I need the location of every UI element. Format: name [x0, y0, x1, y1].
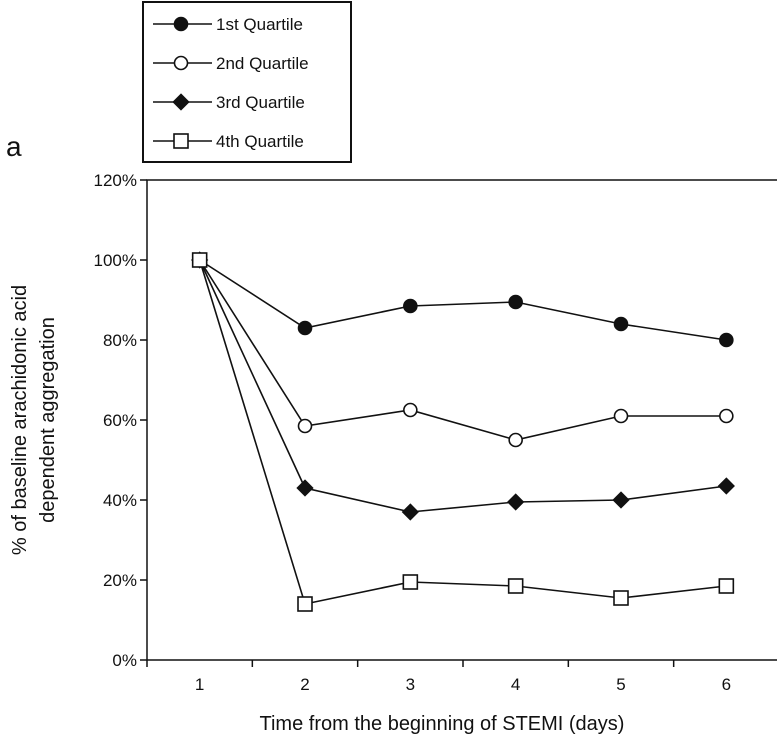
data-point	[613, 590, 629, 606]
y-tick-label: 120%	[94, 171, 137, 190]
y-tick-label: 40%	[103, 491, 137, 510]
data-point	[401, 503, 419, 521]
y-axis-label-line-2: dependent aggregation	[37, 317, 59, 523]
series-4	[191, 252, 735, 612]
series-line	[198, 259, 727, 605]
x-tick-label: 6	[722, 675, 731, 694]
legend-marker	[172, 93, 190, 111]
legend: 1st Quartile 2nd Quartile 3rd Quartile 4th …	[142, 1, 352, 163]
series-line	[198, 259, 727, 513]
data-point	[402, 574, 419, 590]
series-layer	[191, 251, 735, 612]
data-point	[403, 402, 418, 418]
y-axis-label-line-1: % of baseline arachidonic acid	[9, 285, 31, 555]
x-tick-label: 1	[195, 675, 204, 694]
series-2	[192, 252, 734, 448]
series-1	[192, 252, 734, 348]
x-axis-label: Time from the beginning of STEMI (days)	[260, 713, 625, 735]
legend-label: 1st Quartile	[216, 15, 303, 34]
y-tick-label: 80%	[103, 331, 137, 350]
series-line	[198, 259, 727, 441]
y-tick-label: 0%	[112, 651, 137, 670]
legend-item-3: 3rd Quartile	[153, 93, 305, 112]
data-point	[718, 578, 735, 594]
legend-label: 2nd Quartile	[216, 54, 309, 73]
legend-marker	[173, 55, 189, 71]
y-tick-label: 100%	[94, 251, 137, 270]
x-tick-label: 3	[406, 675, 415, 694]
data-point	[403, 298, 418, 314]
data-point	[613, 316, 629, 332]
legend-marker	[173, 16, 189, 32]
data-point	[613, 408, 629, 424]
panel-label: a	[6, 131, 22, 162]
series-line	[199, 259, 727, 341]
data-point	[612, 491, 630, 509]
x-tick-label: 2	[300, 675, 309, 694]
y-tick-label: 60%	[103, 411, 137, 430]
series-3	[191, 251, 735, 521]
legend-item-2: 2nd Quartile	[153, 54, 309, 73]
data-point	[507, 493, 525, 511]
x-tick-label: 4	[511, 675, 520, 694]
data-point	[717, 477, 735, 495]
data-point	[507, 578, 524, 594]
y-tick-label: 20%	[103, 571, 137, 590]
legend-label: 3rd Quartile	[216, 93, 305, 112]
x-axis: 1 2 3 4 5 6	[146, 660, 731, 694]
data-point	[508, 432, 523, 448]
data-point	[508, 294, 523, 310]
data-point	[297, 418, 313, 434]
legend-label: 4th Quartile	[216, 132, 304, 151]
data-point	[191, 252, 208, 268]
data-point	[297, 320, 313, 336]
legend-marker	[173, 133, 189, 149]
plot-frame	[146, 179, 777, 661]
data-point	[297, 596, 313, 612]
data-point	[719, 332, 734, 348]
legend-item-1: 1st Quartile	[153, 15, 303, 34]
x-tick-label: 5	[616, 675, 625, 694]
legend-item-4: 4th Quartile	[153, 132, 304, 151]
data-point	[296, 479, 314, 497]
data-point	[719, 408, 734, 424]
y-axis: 0% 20% 40% 60% 80% 100% 120%	[94, 171, 147, 670]
